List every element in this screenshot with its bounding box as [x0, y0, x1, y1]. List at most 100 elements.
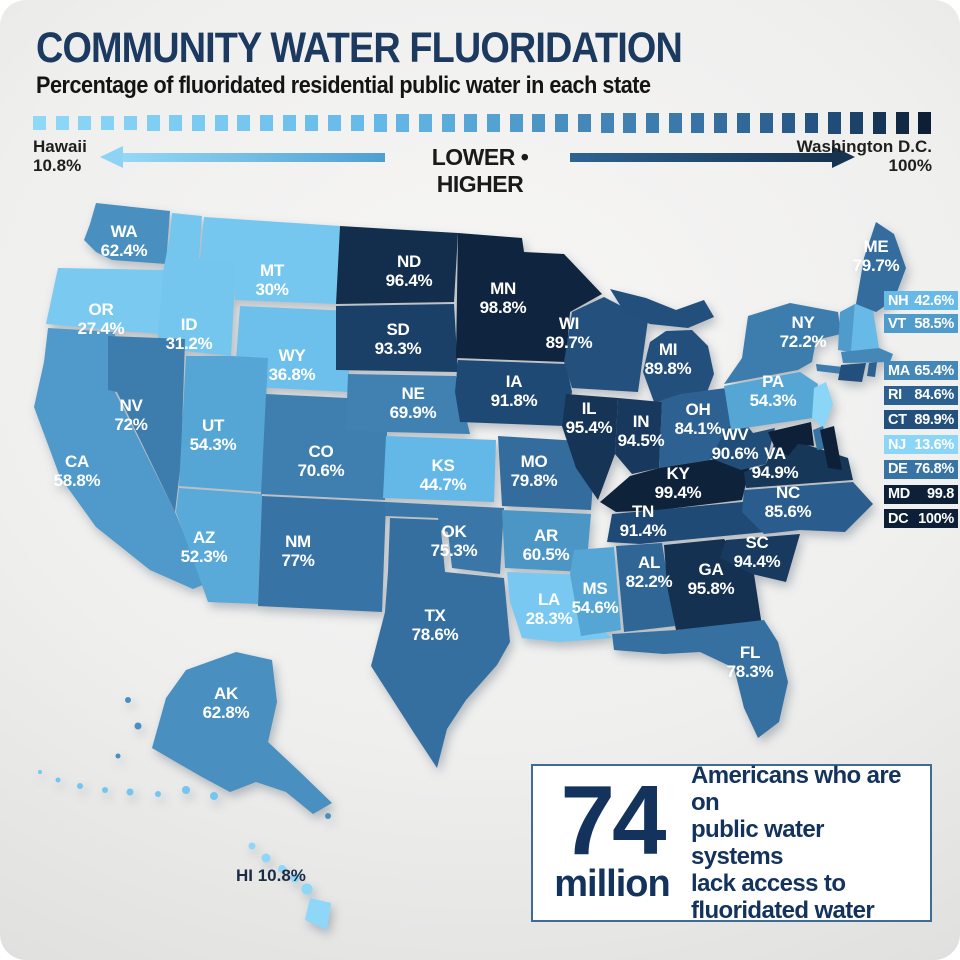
scale-square [55, 115, 69, 131]
island-dot [248, 842, 256, 850]
state-callout-value: 65.4% [914, 362, 954, 379]
scale-square [895, 112, 909, 134]
island-dot [102, 787, 108, 793]
stat-number-block: 74 million [533, 771, 691, 905]
state-label-OR: OR 27.4% [78, 300, 125, 338]
state-label-TN: TN 91.4% [620, 502, 667, 540]
state-shape-MT [200, 217, 340, 304]
scale-square [282, 114, 296, 132]
state-callout-value: 58.5% [914, 315, 954, 332]
island-dot [301, 883, 313, 895]
state-callout-abbr: NH [888, 292, 909, 309]
scale-square [509, 113, 523, 133]
scale-square [33, 116, 46, 130]
state-callout-MD: MD 99.8 [884, 484, 958, 504]
scale-square [101, 115, 115, 131]
state-shape-SD [336, 304, 458, 372]
state-shape-NM [258, 496, 386, 612]
state-shape-MI [610, 289, 714, 328]
state-shape-ND [336, 226, 458, 304]
state-label-MO: MO 79.8% [511, 452, 558, 490]
state-shape-VT [838, 304, 855, 352]
state-callout-DC: DC 100% [884, 509, 958, 529]
state-label-AZ: AZ 52.3% [181, 528, 228, 566]
state-callout-NH: NH 42.6% [884, 291, 958, 310]
scale-square [827, 112, 841, 134]
state-shape-OH [659, 388, 732, 468]
state-shape-TX [371, 518, 510, 768]
state-label-KS: KS 44.7% [420, 456, 467, 494]
state-shape-IA [455, 360, 572, 426]
state-label-WA: WA 62.4% [101, 222, 148, 260]
island-dot [126, 788, 134, 796]
state-callout-abbr: RI [888, 387, 902, 404]
state-label-ME: ME 79.7% [853, 237, 900, 275]
scale-square [237, 115, 251, 131]
state-shape-AL [616, 543, 675, 632]
scale-square [645, 113, 659, 133]
state-label-MS: MS 54.6% [572, 579, 619, 617]
state-callout-DE: DE 76.8% [884, 459, 958, 479]
state-shape-MD [768, 422, 814, 456]
state-shape-UT [179, 356, 268, 492]
scale-square [714, 112, 728, 134]
state-callout-abbr: MD [888, 486, 910, 502]
state-label-WI: WI 89.7% [546, 314, 593, 352]
island-dot [115, 753, 121, 759]
state-shape-WA [84, 203, 170, 264]
state-shape-AZ [176, 488, 262, 604]
state-shape-SC [720, 534, 800, 582]
state-label-SD: SD 93.3% [375, 320, 422, 358]
scale-square [804, 112, 818, 134]
scale-square [396, 114, 410, 132]
state-label-IN: IN 94.5% [618, 412, 665, 450]
hawaii-map-label: HI 10.8% [236, 866, 306, 885]
state-shape-AK [152, 652, 332, 814]
scale-square [759, 112, 773, 134]
state-shape-NJ [812, 382, 833, 428]
scale-square [623, 113, 637, 133]
scale-square [191, 115, 205, 131]
state-callout-abbr: MA [888, 362, 910, 379]
scale-square [441, 114, 455, 132]
state-label-CO: CO 70.6% [298, 442, 345, 480]
state-label-WV: WV 90.6% [712, 425, 759, 463]
state-label-OK: OK 75.3% [431, 522, 478, 560]
island-dot [155, 791, 161, 797]
island-dot [210, 792, 218, 800]
state-callout-value: 42.6% [914, 292, 954, 309]
state-label-IA: IA 91.8% [491, 372, 538, 410]
state-label-NM: NM 77% [281, 532, 314, 570]
state-callout-value: 100% [918, 510, 954, 527]
scale-low-region: Hawaii [33, 137, 87, 156]
state-shape-ME [856, 222, 906, 312]
higher-arrow-icon [570, 146, 855, 168]
state-shape-NH [851, 298, 879, 352]
state-label-ND: ND 96.4% [386, 252, 433, 290]
state-label-NC: NC 85.6% [765, 483, 812, 521]
island-dot [125, 697, 131, 703]
page-subtitle: Percentage of fluoridated residential pu… [36, 72, 651, 99]
state-shape-MS [570, 547, 621, 636]
state-callout-abbr: NJ [888, 436, 906, 453]
state-label-NE: NE 69.9% [390, 384, 437, 422]
state-callout-value: 13.6% [914, 436, 954, 453]
island-dot [278, 865, 286, 873]
stat-description: Americans who are on public water system… [691, 761, 901, 925]
state-shape-MA [841, 348, 893, 363]
state-shape-NV [108, 336, 185, 512]
scale-square [350, 114, 364, 132]
scale-square [736, 112, 750, 134]
scale-square [328, 114, 342, 132]
state-shape-OK [385, 502, 504, 574]
state-label-UT: UT 54.3% [190, 416, 237, 454]
state-shape-KY [600, 450, 754, 512]
state-shape-WI [564, 297, 648, 392]
scale-square [169, 115, 183, 131]
state-label-KY: KY 99.4% [655, 464, 702, 502]
scale-square [260, 114, 274, 132]
scale-square [214, 115, 228, 131]
island-dot [182, 786, 190, 794]
state-label-NY: NY 72.2% [780, 313, 827, 351]
